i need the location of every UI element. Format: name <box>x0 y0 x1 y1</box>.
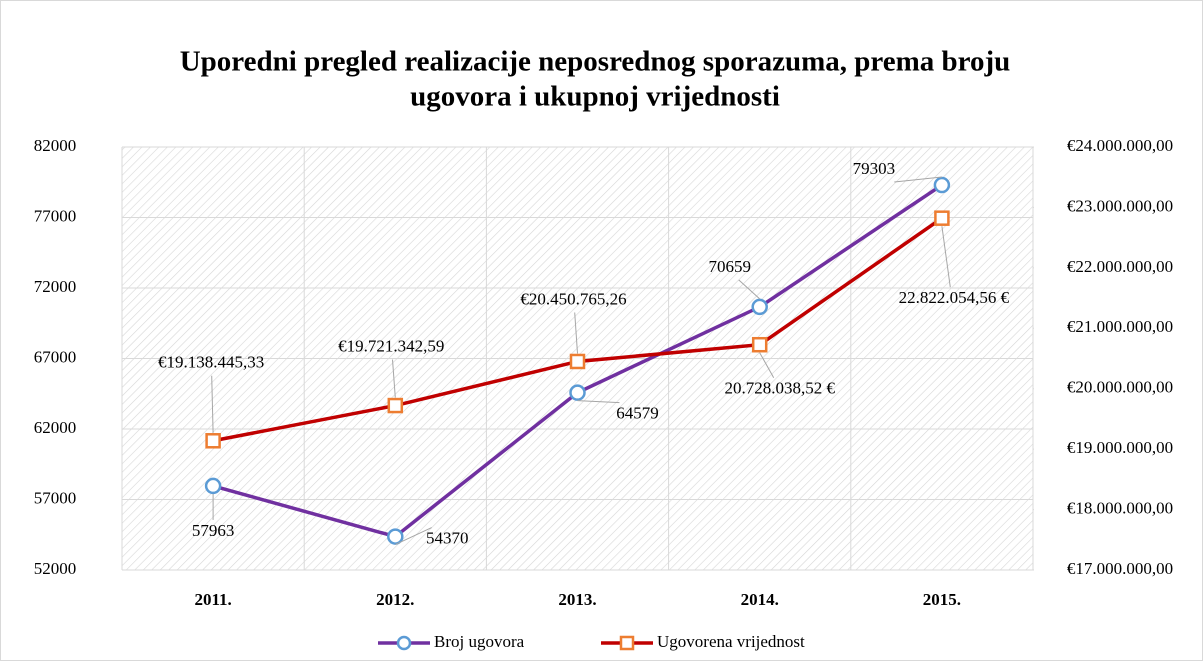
marker <box>204 477 222 495</box>
data-label: 64579 <box>616 404 659 423</box>
x-tick-label: 2012. <box>376 590 414 609</box>
leader-line <box>941 226 951 288</box>
y-tick-label: 72000 <box>34 277 77 296</box>
y-tick-label: 57000 <box>34 488 77 507</box>
x-tick-label: 2013. <box>558 590 596 609</box>
data-label: €19.138.445,33 <box>158 353 264 372</box>
leader-line <box>395 527 432 546</box>
marker <box>934 210 950 226</box>
y-tick-label: 82000 <box>34 136 77 155</box>
data-label: €20.450.765,26 <box>520 289 626 308</box>
data-label: 79303 <box>853 159 896 178</box>
marker <box>933 176 951 194</box>
marker <box>751 298 768 316</box>
marker <box>387 528 404 545</box>
marker <box>387 397 404 414</box>
y-tick-label: 62000 <box>34 418 77 437</box>
data-label: 54370 <box>426 528 469 547</box>
x-tick-label: 2015. <box>923 590 961 609</box>
leader-line <box>894 176 942 183</box>
marker <box>569 353 586 370</box>
leader-line <box>392 359 396 398</box>
y2-tick-label: €24.000.000,00 <box>1067 136 1173 155</box>
legend-label: Ugovorena vrijednost <box>657 632 805 651</box>
y2-tick-label: €23.000.000,00 <box>1067 196 1173 215</box>
leader-line <box>738 279 761 300</box>
x-tick-label: 2011. <box>194 590 231 609</box>
legend-marker <box>396 635 412 651</box>
leader-line <box>574 312 578 354</box>
marker <box>205 433 221 449</box>
chart-title: Uporedni pregled realizacije neposrednog… <box>180 46 1011 78</box>
y2-tick-label: €21.000.000,00 <box>1067 317 1173 336</box>
leader-line <box>759 352 775 378</box>
legend-label: Broj ugovora <box>434 632 525 651</box>
data-label: 70659 <box>708 257 751 276</box>
data-label: €19.721.342,59 <box>338 336 444 355</box>
y-tick-label: 67000 <box>34 347 77 366</box>
y2-tick-label: €20.000.000,00 <box>1067 378 1173 397</box>
data-label: 22.822.054,56 € <box>899 288 1010 307</box>
data-label: 20.728.038,52 € <box>724 379 835 398</box>
legend-marker <box>619 635 635 651</box>
y-tick-label: 77000 <box>34 206 77 225</box>
y2-tick-label: €17.000.000,00 <box>1067 559 1173 578</box>
y2-tick-label: €18.000.000,00 <box>1067 498 1173 517</box>
y-tick-label: 52000 <box>34 559 77 578</box>
x-tick-label: 2014. <box>741 590 779 609</box>
y2-tick-label: €22.000.000,00 <box>1067 257 1173 276</box>
marker <box>751 336 768 353</box>
leader-line <box>211 375 214 433</box>
data-label: 57963 <box>192 521 235 540</box>
chart-title: ugovora i ukupnoj vrijednosti <box>410 81 780 113</box>
marker <box>569 384 586 401</box>
y2-tick-label: €19.000.000,00 <box>1067 438 1173 457</box>
leader-line <box>577 400 620 404</box>
